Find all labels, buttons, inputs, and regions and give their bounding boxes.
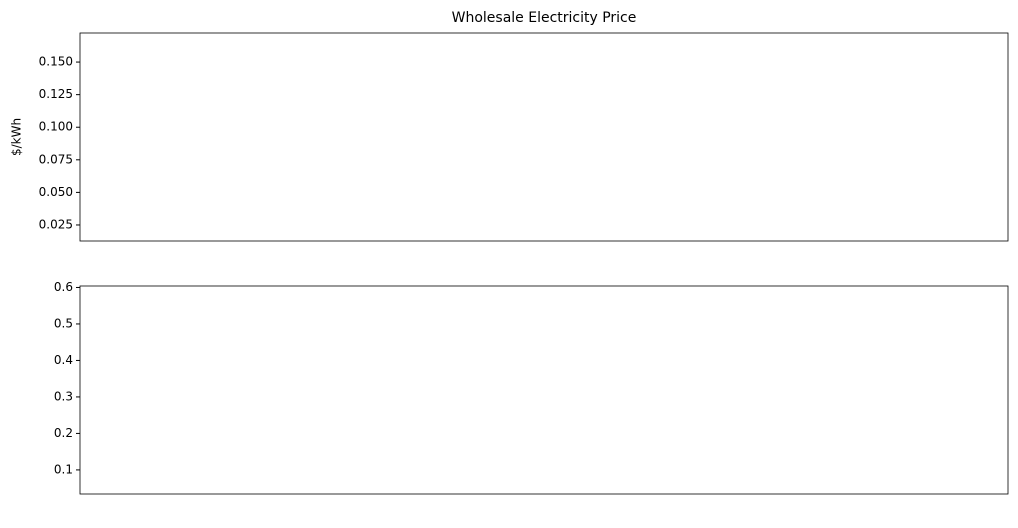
chart-title: Wholesale Electricity Price [452,10,637,26]
y-tick-label: 0.4 [54,353,73,367]
y-tick-label: 0.3 [54,389,73,403]
y-tick-label: 0.2 [54,426,73,440]
y-tick-label: 0.125 [39,87,73,101]
y-tick-label: 0.075 [39,152,73,166]
plot-frame [79,285,1009,495]
y-tick-label: 0.6 [54,280,73,294]
plot-frame [79,32,1009,242]
y-axis-label: $/kWh [10,118,24,156]
y-tick-label: 0.100 [39,120,73,134]
y-tick-label: 0.5 [54,316,73,330]
y-tick-label: 0.050 [39,185,73,199]
y-tick-label: 0.1 [54,462,73,476]
y-tick-label: 0.025 [39,217,73,231]
y-tick-label: 0.150 [39,55,73,69]
